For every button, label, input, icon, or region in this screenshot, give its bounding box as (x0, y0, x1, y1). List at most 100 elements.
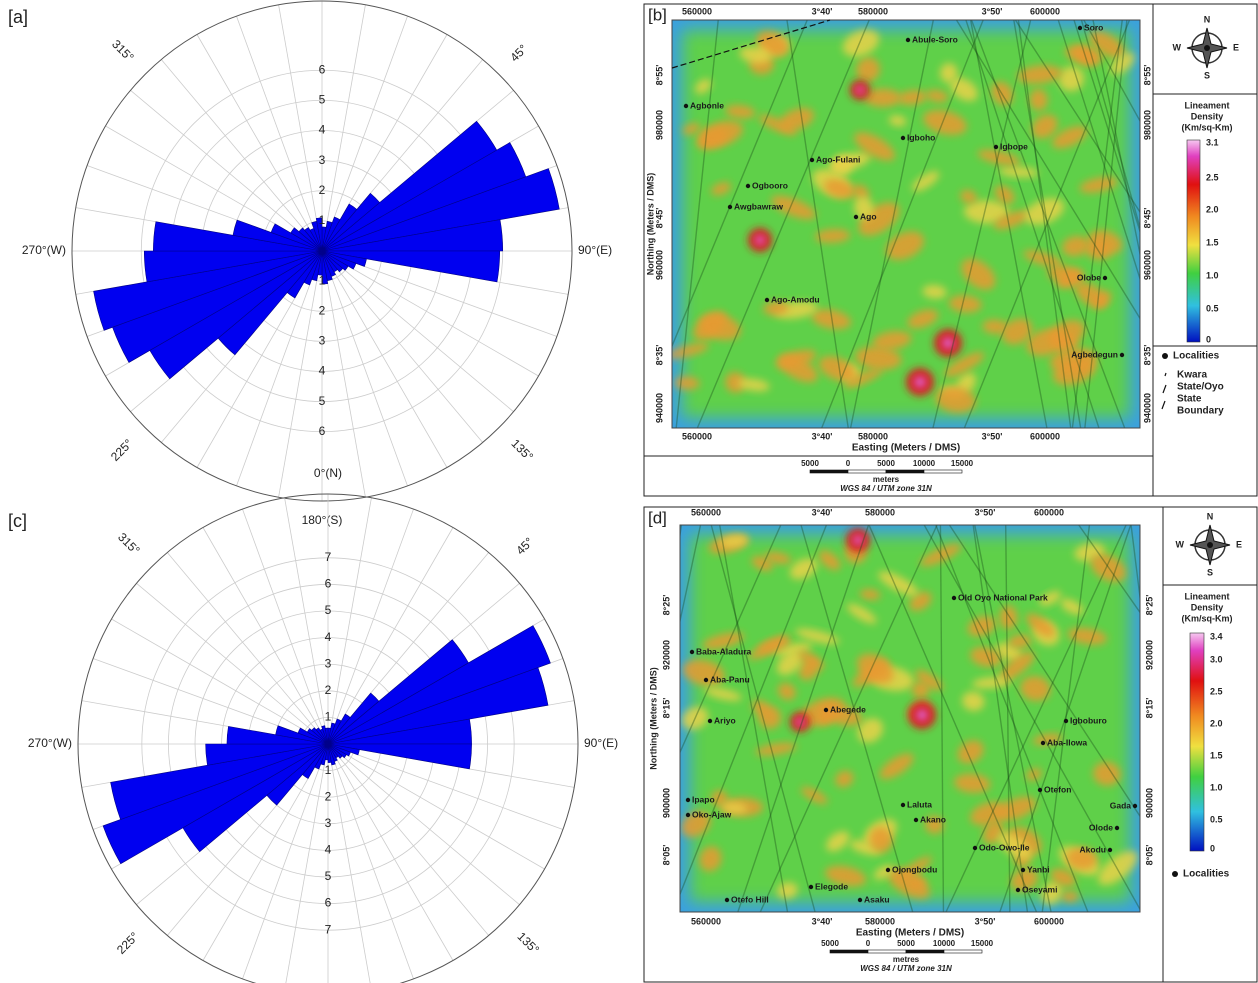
locality-dot (690, 650, 694, 654)
locality-dot (1021, 868, 1025, 872)
compass-e: E (1233, 42, 1239, 52)
spoke (136, 583, 328, 744)
scale-tick: 5000 (897, 939, 915, 948)
legend-dot (1162, 353, 1168, 359)
locality-dot (854, 215, 858, 219)
locality-dot (886, 868, 890, 872)
legend-item: Localities (1183, 869, 1230, 880)
locality-dot (901, 136, 905, 140)
locality-label: Odo-Owo-Ile (979, 842, 1030, 852)
r-tick-label: 5 (319, 394, 326, 408)
r-tick-label: 2 (325, 789, 332, 803)
x-tick-label: 580000 (858, 431, 888, 441)
x-tick-label: 3°40' (812, 507, 833, 517)
locality-dot (1064, 719, 1068, 723)
spoke (242, 509, 328, 744)
locality-dot (1041, 741, 1045, 745)
hotspot-core (853, 535, 863, 545)
locality-dot (809, 885, 813, 889)
x-tick-label: 580000 (865, 507, 895, 517)
scale-tick: 15000 (951, 459, 974, 468)
locality-label: Ogbooro (752, 180, 788, 190)
scale-tick: 10000 (913, 459, 936, 468)
scale-segment (810, 470, 848, 473)
angle-label: 135° (515, 929, 543, 957)
locality-label: Ago (860, 211, 877, 221)
scale-tick: 0 (846, 459, 851, 468)
color-scale-label: 0 (1206, 334, 1211, 344)
locality-label: Olobe (1077, 272, 1101, 282)
legend-item: Localities (1173, 351, 1220, 362)
color-scale-label: 0.5 (1210, 814, 1223, 824)
spoke (322, 251, 408, 486)
color-bar (1190, 633, 1204, 851)
locality-label: Ojongbodu (892, 864, 937, 874)
angle-label: 225° (114, 929, 142, 957)
x-tick-label: 560000 (691, 916, 721, 926)
angle-label: 90°(E) (578, 243, 612, 257)
compass-e: E (1236, 539, 1242, 549)
locality-dot (708, 719, 712, 723)
locality-dot (1038, 788, 1042, 792)
color-scale-label: 1.5 (1210, 750, 1223, 760)
locality-dot (1016, 888, 1020, 892)
y-tick-label: 980000 (1142, 110, 1152, 140)
y-tick-label: 8°55' (654, 65, 664, 86)
x-tick-label: 600000 (1034, 916, 1064, 926)
angle-label: 135° (509, 436, 537, 464)
y-axis-label: Northing (Meters / DMS) (648, 667, 658, 770)
y-tick-label: 900000 (1144, 788, 1154, 818)
r-tick-label: 7 (325, 550, 332, 564)
locality-label: Old Oyo National Park (958, 592, 1048, 602)
r-tick-label: 5 (319, 93, 326, 107)
legend-title: Lineament (1184, 100, 1229, 110)
y-tick-label: 980000 (654, 110, 664, 140)
locality-dot (1103, 276, 1107, 280)
locality-label: Asaku (864, 894, 890, 904)
r-tick-label: 2 (319, 183, 326, 197)
spoke (167, 552, 328, 744)
locality-dot (994, 145, 998, 149)
page: [a]1122334455660°(N)45°90°(E)135°180°(S)… (0, 0, 1258, 983)
spoke (328, 744, 371, 983)
r-tick-label: 4 (319, 123, 326, 137)
hotspot-core (914, 376, 925, 387)
locality-label: Agbedegun (1071, 349, 1118, 359)
compass-w: W (1176, 539, 1185, 549)
color-scale-label: 3.0 (1210, 654, 1223, 664)
rose-chart: [a]1122334455660°(N)45°90°(E)135°180°(S)… (8, 0, 612, 527)
compass-n: N (1207, 511, 1214, 521)
legend-dot (1172, 871, 1178, 877)
rose-chart: [c]112233445566770°(N)45°90°(E)135°180°(… (8, 466, 618, 983)
angle-label: 0°(N) (314, 466, 342, 480)
locality-dot (906, 38, 910, 42)
x-tick-label: 600000 (1034, 507, 1064, 517)
scale-unit: meters (873, 475, 900, 484)
r-tick-label: 3 (325, 816, 332, 830)
locality-dot (824, 708, 828, 712)
locality-label: Aba-Ilowa (1047, 737, 1087, 747)
locality-label: Ipapo (692, 794, 715, 804)
hotspot-core (856, 86, 864, 94)
locality-label: Aba-Panu (710, 674, 750, 684)
x-tick-label: 580000 (865, 916, 895, 926)
panel-label: [a] (8, 7, 28, 27)
x-axis-label: Easting (Meters / DMS) (852, 443, 960, 454)
y-tick-label: 940000 (1142, 393, 1152, 423)
scale-tick: 10000 (933, 939, 956, 948)
angle-label: 180°(S) (302, 513, 343, 527)
y-tick-label: 920000 (661, 640, 671, 670)
locality-dot (765, 298, 769, 302)
color-scale-label: 2.0 (1210, 718, 1223, 728)
locality-label: Gada (1110, 800, 1132, 810)
y-tick-label: 8°35' (654, 345, 664, 366)
locality-dot (810, 158, 814, 162)
r-tick-label: 3 (325, 656, 332, 670)
locality-dot (1115, 826, 1119, 830)
angle-label: 270°(W) (22, 243, 66, 257)
scale-segment (924, 470, 962, 473)
color-scale-label: 1.0 (1206, 270, 1219, 280)
locality-label: Oko-Ajaw (692, 809, 732, 819)
locality-label: Agbonle (690, 100, 724, 110)
r-tick-label: 6 (319, 424, 326, 438)
